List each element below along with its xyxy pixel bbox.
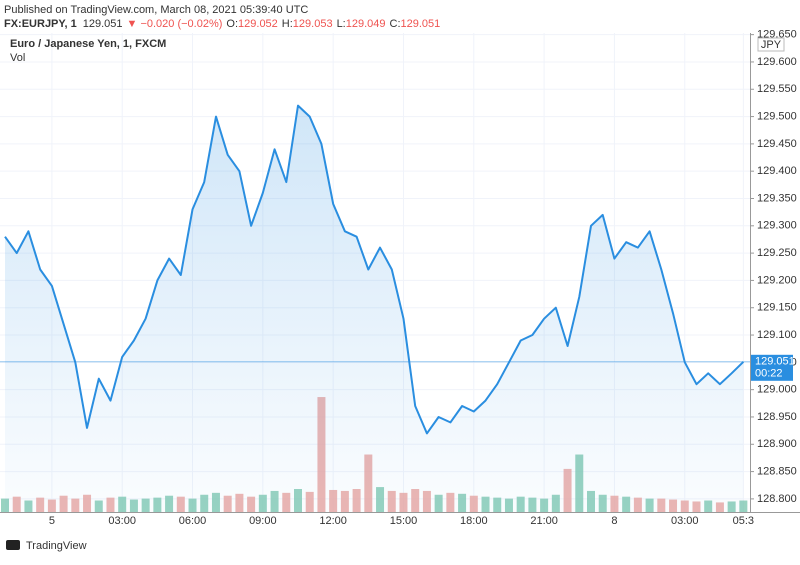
ohlc-value: 129.053 [293,18,333,30]
y-tick-label: 129.250 [757,247,797,259]
x-tick-label: 21:00 [530,515,558,527]
currency: JPY [761,39,782,51]
y-tick-label: 129.500 [757,110,797,122]
x-tick-label: 18:00 [460,515,488,527]
last-price-label: 129.051 [755,356,795,368]
x-tick-label: 12:00 [319,515,347,527]
y-tick-label: 129.450 [757,138,797,150]
ohlc-value: 129.052 [238,18,278,30]
logo [6,540,20,550]
x-tick-label: 5 [49,515,55,527]
x-tick-label: 15:00 [390,515,418,527]
x-tick-label: 03:00 [671,515,699,527]
chart-title: Euro / Japanese Yen, 1, FXCM [10,38,166,50]
x-tick-label: 03:00 [108,515,136,527]
y-tick-label: 128.850 [757,465,797,477]
y-tick-label: 129.600 [757,56,797,68]
y-tick-label: 129.550 [757,83,797,95]
y-tick-label: 129.000 [757,384,797,396]
y-tick-label: 129.100 [757,329,797,341]
last-price: 129.051 [83,18,123,30]
y-tick-label: 129.400 [757,165,797,177]
x-tick-label: 05:3 [733,515,754,527]
x-tick-label: 8 [611,515,617,527]
ohlc-label: C: [390,18,401,30]
published-line: Published on TradingView.com, March 08, … [4,4,308,16]
ohlc-value: 129.049 [346,18,386,30]
ohlc-value: 129.051 [401,18,441,30]
plot [0,33,750,512]
price-axis-line [750,33,751,512]
time-axis-line [0,512,800,513]
y-tick-label: 129.300 [757,220,797,232]
symbol-line: FX:EURJPY, 1 129.051▼ −0.020 (−0.02%)O:1… [4,18,440,30]
y-tick-label: 129.200 [757,274,797,286]
y-tick-label: 128.900 [757,438,797,450]
y-tick-label: 129.150 [757,302,797,314]
x-tick-label: 06:00 [179,515,207,527]
ohlc-label: H: [282,18,293,30]
symbol: FX:EURJPY, 1 [4,18,77,30]
brand: TradingView [26,540,87,552]
countdown: 00:22 [755,368,783,380]
ohlc-label: O: [226,18,238,30]
ohlc-label: L: [337,18,346,30]
y-tick-label: 128.800 [757,493,797,505]
area-fill [5,106,743,512]
y-tick-label: 129.350 [757,192,797,204]
change: ▼ −0.020 (−0.02%) [127,18,223,30]
y-tick-label: 128.950 [757,411,797,423]
x-tick-label: 09:00 [249,515,277,527]
footer: TradingView [6,540,87,552]
volume-label: Vol [10,52,25,64]
